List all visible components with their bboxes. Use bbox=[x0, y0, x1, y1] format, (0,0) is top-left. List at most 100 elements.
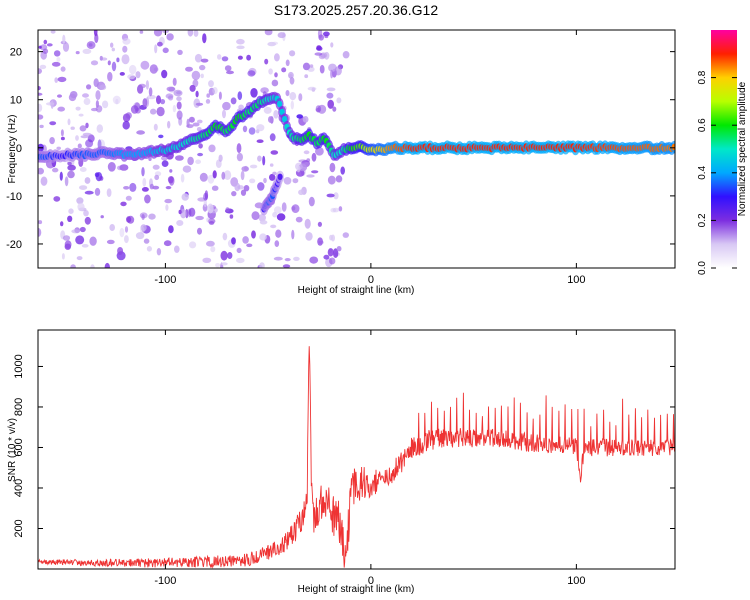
snr-ytick-label: 1000 bbox=[13, 354, 25, 378]
noise-cell bbox=[148, 87, 153, 97]
noise-cell bbox=[264, 30, 273, 36]
noise-cell bbox=[124, 235, 129, 244]
noise-cell bbox=[188, 207, 196, 217]
noise-cell bbox=[122, 113, 131, 122]
noise-cell bbox=[332, 106, 337, 112]
noise-cell bbox=[161, 160, 169, 168]
noise-cell bbox=[302, 116, 309, 123]
noise-cell bbox=[318, 34, 325, 41]
noise-cell bbox=[250, 88, 258, 98]
noise-cell bbox=[262, 155, 266, 166]
noise-cell bbox=[169, 169, 173, 173]
noise-cell bbox=[208, 221, 215, 225]
noise-cell bbox=[195, 90, 199, 98]
ridge-cell bbox=[671, 143, 675, 151]
noise-cell bbox=[67, 161, 72, 166]
spectrogram-xlabel: Height of straight line (km) bbox=[298, 285, 415, 296]
noise-cell bbox=[62, 34, 66, 44]
noise-cell bbox=[311, 152, 317, 162]
noise-cell bbox=[211, 185, 219, 191]
noise-cell bbox=[172, 104, 177, 113]
noise-cell bbox=[149, 183, 154, 190]
noise-cell bbox=[329, 257, 336, 265]
noise-cell bbox=[276, 213, 286, 221]
noise-cell bbox=[150, 108, 157, 115]
noise-cell bbox=[241, 166, 249, 172]
spectrogram-ytick-label: 0 bbox=[16, 143, 22, 155]
noise-cell bbox=[317, 237, 323, 246]
noise-cell bbox=[60, 129, 64, 137]
noise-cell bbox=[122, 45, 128, 53]
noise-cell bbox=[225, 207, 230, 213]
noise-cell bbox=[102, 100, 109, 109]
noise-cell bbox=[295, 216, 303, 223]
noise-cell bbox=[67, 164, 76, 171]
noise-cell bbox=[77, 143, 82, 149]
noise-cell bbox=[38, 92, 43, 96]
noise-cell bbox=[149, 64, 158, 74]
noise-cell bbox=[50, 30, 56, 34]
noise-cell bbox=[269, 173, 276, 181]
noise-cell bbox=[121, 54, 130, 65]
ridge-cell bbox=[277, 100, 283, 108]
noise-cell bbox=[192, 122, 200, 127]
noise-cell bbox=[78, 113, 84, 117]
noise-cell bbox=[242, 236, 249, 244]
noise-cell bbox=[303, 150, 310, 155]
noise-cell bbox=[224, 65, 232, 72]
spectrogram-ylabel: Frequency (Hz) bbox=[7, 115, 18, 184]
noise-cell bbox=[69, 91, 78, 99]
noise-cell bbox=[220, 250, 228, 261]
noise-cell bbox=[144, 194, 151, 204]
noise-cell bbox=[335, 175, 343, 183]
noise-cell bbox=[61, 253, 65, 260]
noise-cell bbox=[38, 114, 44, 120]
noise-cell bbox=[174, 245, 180, 253]
noise-cell bbox=[218, 91, 222, 100]
noise-cell bbox=[82, 48, 92, 55]
noise-cell bbox=[259, 220, 268, 225]
noise-cell bbox=[68, 208, 74, 214]
noise-cell bbox=[212, 170, 217, 179]
noise-cell bbox=[236, 152, 243, 162]
noise-cell bbox=[332, 248, 339, 258]
noise-cell bbox=[336, 97, 342, 104]
noise-cell bbox=[317, 221, 322, 227]
noise-cell bbox=[246, 243, 253, 248]
noise-cell bbox=[154, 174, 160, 181]
noise-cell bbox=[138, 83, 146, 89]
colorbar-tick-label: 0.0 bbox=[697, 261, 708, 275]
noise-cell bbox=[326, 193, 335, 198]
spectrogram-xtick-label: 100 bbox=[567, 274, 585, 286]
noise-cell bbox=[215, 263, 221, 268]
spectrogram-xtick-label: -100 bbox=[154, 274, 176, 286]
noise-cell bbox=[162, 47, 169, 54]
noise-cell bbox=[60, 136, 65, 141]
noise-cell bbox=[38, 45, 42, 49]
noise-cell bbox=[84, 190, 94, 195]
noise-cell bbox=[273, 206, 282, 214]
noise-cell bbox=[333, 192, 339, 200]
noise-cell bbox=[177, 49, 183, 56]
noise-cell bbox=[328, 63, 337, 72]
noise-cell bbox=[270, 150, 279, 155]
noise-cell bbox=[309, 256, 319, 264]
noise-cell bbox=[281, 67, 287, 73]
noise-cell bbox=[76, 197, 84, 205]
noise-cell bbox=[326, 87, 336, 92]
noise-cell bbox=[315, 105, 322, 113]
noise-cell bbox=[39, 64, 47, 70]
noise-cell bbox=[316, 46, 323, 51]
noise-cell bbox=[82, 93, 89, 98]
noise-cell bbox=[129, 64, 137, 75]
noise-cell bbox=[198, 143, 203, 149]
noise-cell bbox=[152, 164, 160, 170]
noise-cell bbox=[236, 247, 242, 254]
snr-xlabel: Height of straight line (km) bbox=[298, 584, 415, 595]
snr-ytick-label: 400 bbox=[13, 479, 25, 497]
noise-cell bbox=[291, 229, 295, 240]
spectrogram-ytick-label: 10 bbox=[10, 95, 22, 107]
noise-cell bbox=[164, 198, 172, 204]
noise-cell bbox=[117, 247, 124, 255]
